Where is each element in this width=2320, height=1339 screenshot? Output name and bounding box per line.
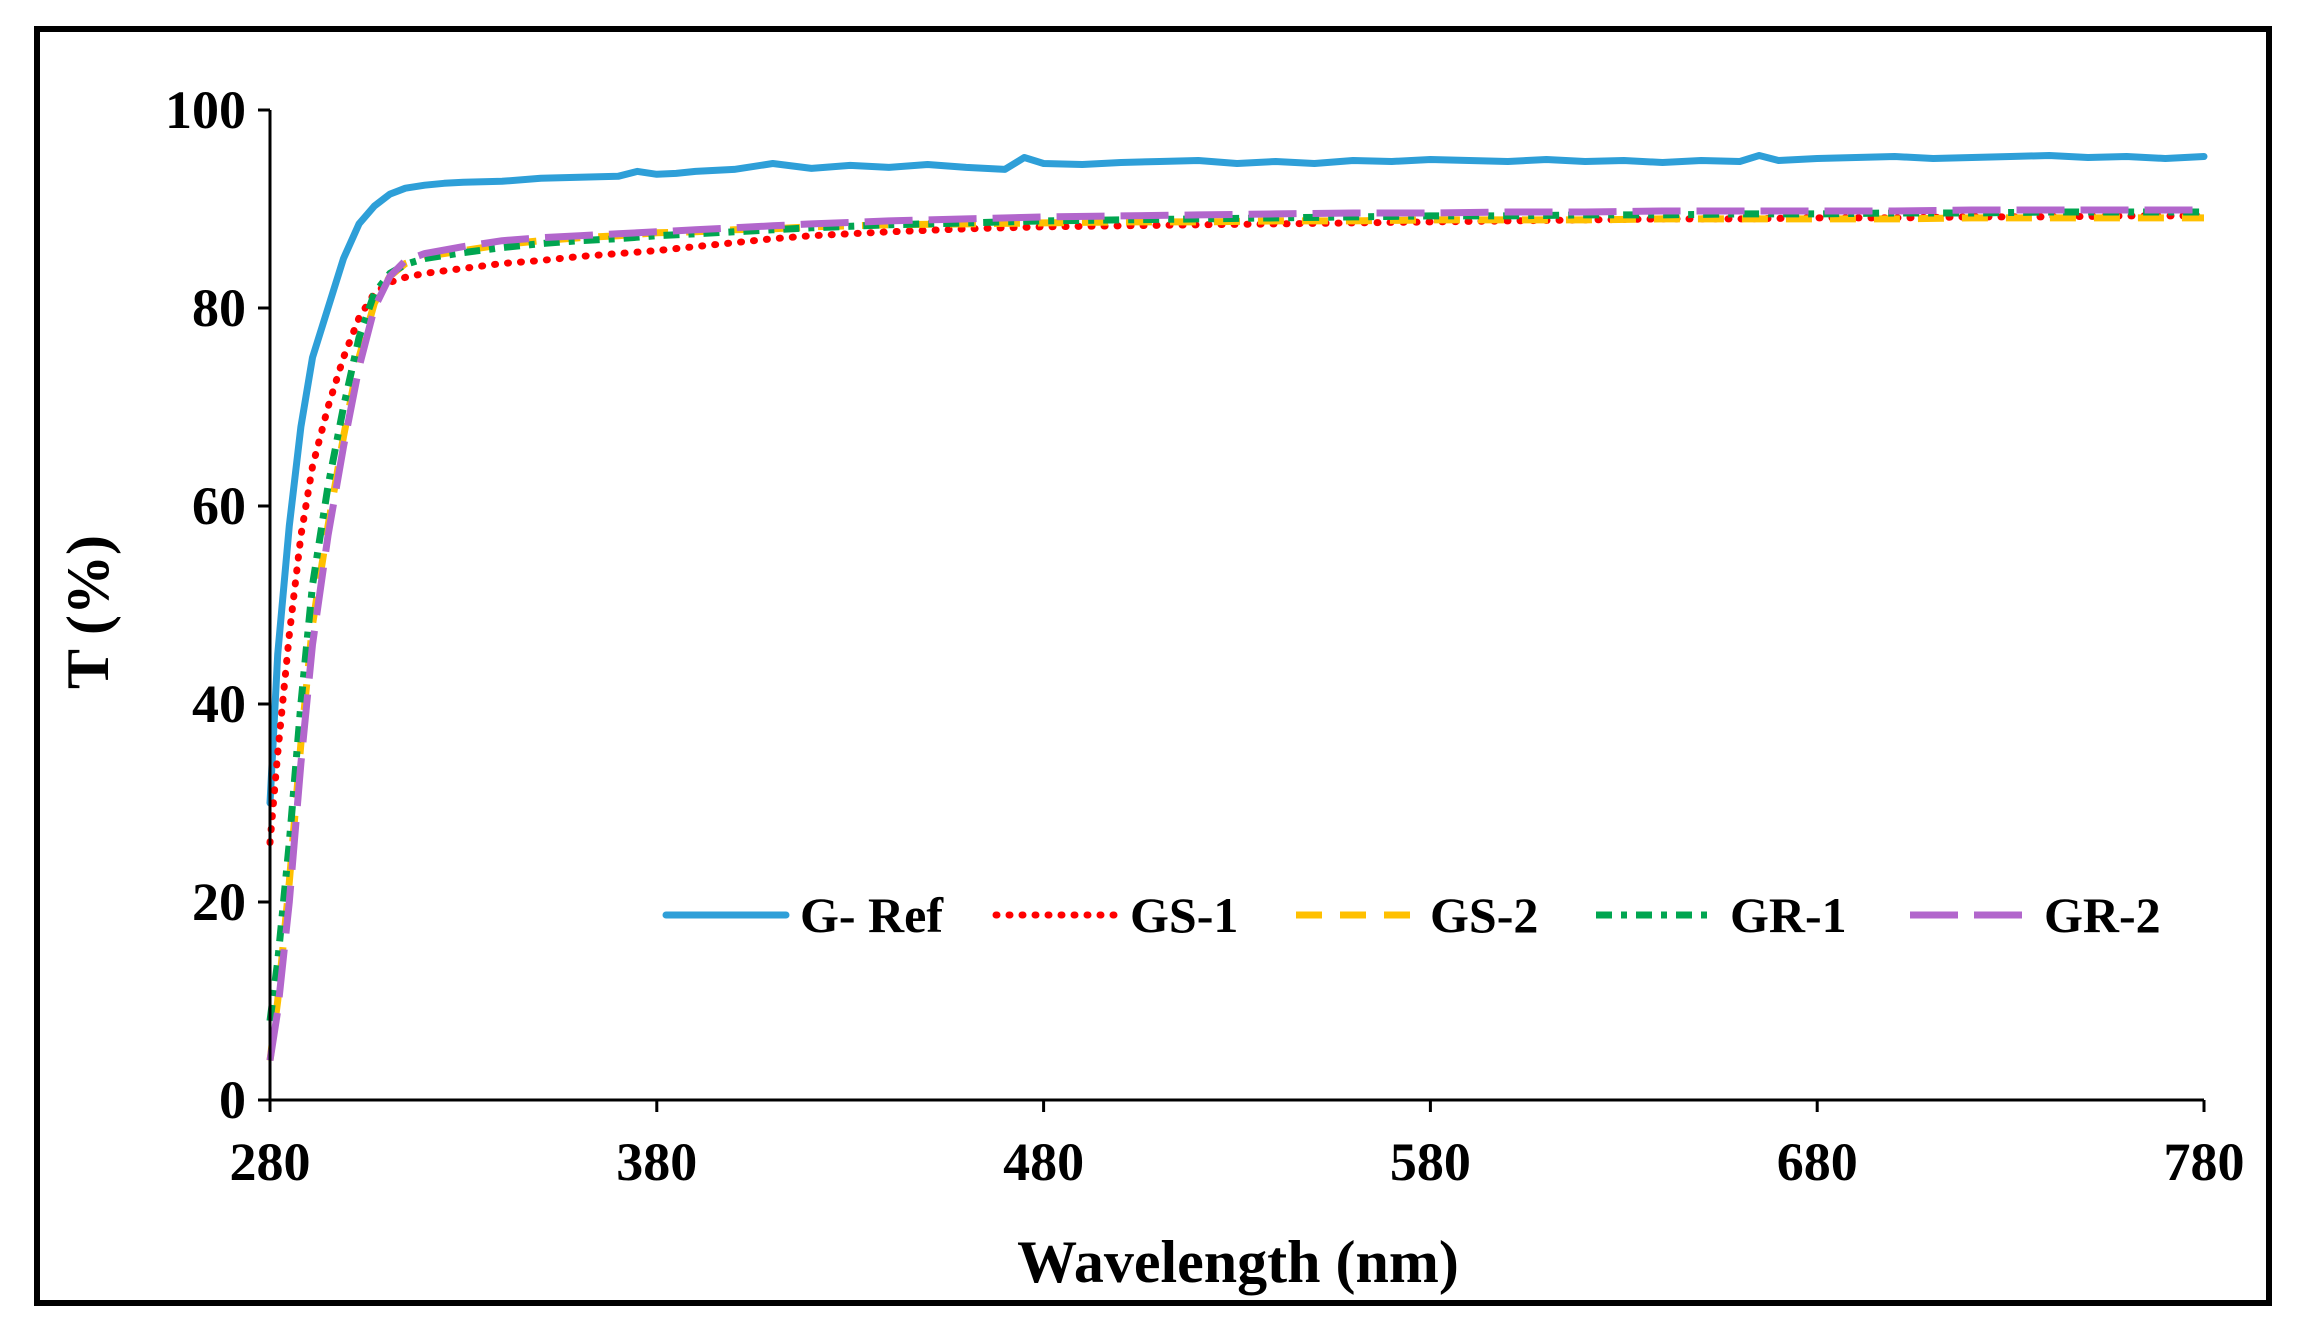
legend-label: G- Ref bbox=[800, 887, 944, 943]
x-tick-label: 780 bbox=[2164, 1132, 2245, 1192]
series-line-gr-1 bbox=[266, 208, 2204, 1022]
series-line-gr-2 bbox=[266, 206, 2204, 1061]
axes bbox=[268, 110, 2204, 1102]
x-axis-title: Wavelength (nm) bbox=[1017, 1229, 1459, 1295]
x-tick-label: 380 bbox=[616, 1132, 697, 1192]
x-tick-label: 680 bbox=[1777, 1132, 1858, 1192]
x-tick-label: 580 bbox=[1390, 1132, 1471, 1192]
legend: G- Ref GS-1 GS-2 GR-1 GR-2 bbox=[662, 887, 2161, 943]
x-tick-label: 280 bbox=[230, 1132, 311, 1192]
legend-label: GS-1 bbox=[1130, 887, 1238, 943]
y-tick-label: 60 bbox=[192, 476, 246, 536]
series-line-g-ref bbox=[266, 152, 2208, 807]
legend-label: GR-2 bbox=[2044, 887, 2161, 943]
legend-label: GS-2 bbox=[1430, 887, 1538, 943]
plot-lines bbox=[266, 152, 2208, 1061]
legend-label: GR-1 bbox=[1730, 887, 1847, 943]
y-tick-label: 100 bbox=[165, 80, 246, 140]
ticks: 0 20 40 60 80 100 280 380 480 580 680 780 bbox=[165, 80, 2245, 1192]
y-tick-label: 20 bbox=[192, 872, 246, 932]
chart-frame bbox=[34, 26, 2272, 1306]
y-tick-label: 40 bbox=[192, 674, 246, 734]
x-tick-label: 480 bbox=[1003, 1132, 1084, 1192]
y-tick-label: 0 bbox=[219, 1070, 246, 1130]
series-line-gs-1 bbox=[266, 212, 2208, 847]
y-tick-label: 80 bbox=[192, 278, 246, 338]
y-axis-title: T (%) bbox=[55, 535, 121, 689]
